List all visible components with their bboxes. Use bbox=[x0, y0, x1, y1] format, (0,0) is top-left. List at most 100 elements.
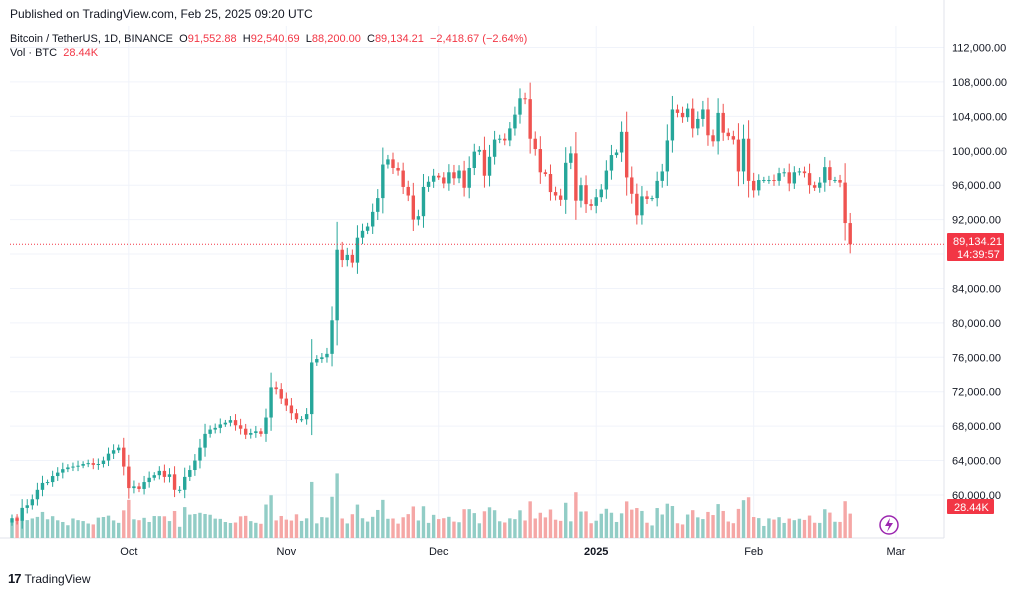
volume-bar bbox=[76, 520, 80, 538]
candle-body bbox=[10, 518, 14, 523]
candle-body bbox=[360, 230, 365, 238]
candle-body bbox=[609, 155, 614, 171]
volume-bar bbox=[360, 518, 365, 538]
volume-bar bbox=[650, 525, 654, 538]
candle-body bbox=[269, 387, 273, 418]
candle-body bbox=[304, 414, 309, 420]
volume-bar bbox=[355, 504, 360, 538]
candle-body bbox=[736, 139, 741, 172]
candle-body bbox=[696, 118, 700, 129]
volume-bar bbox=[142, 517, 146, 538]
candle-body bbox=[223, 422, 228, 425]
volume-bar bbox=[726, 521, 730, 538]
last-price-badge-countdown: 14:39:57 bbox=[957, 249, 1000, 261]
candle-body bbox=[35, 489, 40, 500]
volume-bar bbox=[685, 514, 690, 538]
candle-body bbox=[833, 180, 837, 182]
volume-bar bbox=[330, 496, 334, 538]
volume-bar bbox=[259, 523, 263, 538]
candle-body bbox=[492, 139, 497, 157]
volume-bar bbox=[818, 522, 822, 538]
candle-body bbox=[823, 167, 827, 183]
volume-bar bbox=[401, 517, 405, 538]
candle-body bbox=[183, 476, 187, 490]
close-label: C bbox=[366, 33, 375, 45]
candle-body bbox=[147, 477, 151, 483]
volume-bar bbox=[122, 510, 126, 538]
price-tick-label: 104,000.00 bbox=[952, 111, 1007, 123]
candle-body bbox=[726, 132, 730, 137]
volume-bar bbox=[482, 511, 487, 538]
candle-body bbox=[116, 447, 121, 451]
volume-bar bbox=[630, 509, 634, 538]
candle-body bbox=[370, 211, 375, 227]
candle-body bbox=[497, 138, 502, 140]
price-axis[interactable]: 60,000.00 64,000.00 68,000.00 72,000.00 76,0… bbox=[952, 43, 1007, 502]
price-tick-label: 84,000.00 bbox=[952, 283, 1001, 295]
replay-button[interactable] bbox=[879, 515, 899, 535]
volume-bar bbox=[177, 526, 182, 538]
candle-body bbox=[426, 181, 431, 187]
candle-body bbox=[177, 489, 182, 491]
candle-body bbox=[848, 223, 852, 245]
volume-bar bbox=[772, 519, 776, 538]
volume-bar bbox=[340, 518, 344, 538]
volume-bar bbox=[721, 510, 725, 538]
candle-body bbox=[218, 424, 222, 428]
volume-bar bbox=[812, 522, 817, 538]
volume-bar bbox=[381, 499, 385, 538]
candle-body bbox=[564, 162, 568, 200]
volume-bar bbox=[411, 506, 416, 538]
candle-body bbox=[680, 112, 685, 118]
volume-bar bbox=[152, 516, 156, 538]
volume-bar bbox=[701, 519, 705, 538]
candle-body bbox=[797, 171, 802, 173]
candle-body bbox=[746, 138, 751, 181]
candle-body bbox=[792, 172, 797, 184]
volume-bar bbox=[325, 517, 329, 538]
volume-bar bbox=[624, 501, 629, 538]
candle-body bbox=[20, 507, 24, 521]
volume-bar bbox=[345, 523, 349, 538]
candle-body bbox=[487, 156, 492, 176]
time-axis[interactable]: Oct Nov Dec 2025 Feb Mar bbox=[120, 546, 905, 558]
candle-body bbox=[279, 389, 283, 399]
volume-bar bbox=[452, 521, 456, 538]
price-tick-label: 112,000.00 bbox=[952, 43, 1006, 55]
volume-bar bbox=[233, 522, 238, 538]
volume-bar bbox=[711, 515, 715, 538]
candle-body bbox=[381, 164, 385, 199]
candle-body bbox=[228, 420, 233, 423]
volume-bar bbox=[660, 514, 664, 538]
candle-body bbox=[767, 180, 771, 182]
volume-bar bbox=[823, 509, 827, 538]
volume-bar bbox=[467, 509, 471, 538]
candle-body bbox=[325, 353, 329, 358]
candle-body bbox=[111, 450, 116, 454]
volume-badge-value: 28.44K bbox=[954, 502, 990, 514]
volume-bar bbox=[645, 522, 649, 538]
volume-bar bbox=[25, 520, 29, 538]
volume-bar bbox=[492, 510, 497, 538]
price-tick-label: 108,000.00 bbox=[952, 77, 1007, 89]
lightning-icon bbox=[885, 518, 893, 532]
volume-bar bbox=[767, 518, 771, 538]
tradingview-brand[interactable]: 17 TradingView bbox=[8, 571, 91, 586]
volume-bar bbox=[635, 508, 639, 538]
volume-bar bbox=[61, 521, 65, 538]
volume-bar bbox=[56, 520, 60, 538]
volume-bar bbox=[462, 509, 466, 538]
candle-body bbox=[81, 463, 85, 466]
candle-body bbox=[721, 112, 725, 133]
published-line: Published on TradingView.com, Feb 25, 20… bbox=[10, 7, 313, 21]
candle-body bbox=[259, 431, 263, 434]
volume-bar bbox=[127, 499, 131, 538]
candle-body bbox=[762, 180, 766, 182]
candle-body bbox=[162, 470, 167, 477]
candle-body bbox=[152, 475, 156, 478]
volume-bar bbox=[746, 497, 751, 538]
candle-body bbox=[355, 237, 360, 263]
candle-body bbox=[243, 428, 248, 435]
volume-bar bbox=[294, 514, 299, 538]
